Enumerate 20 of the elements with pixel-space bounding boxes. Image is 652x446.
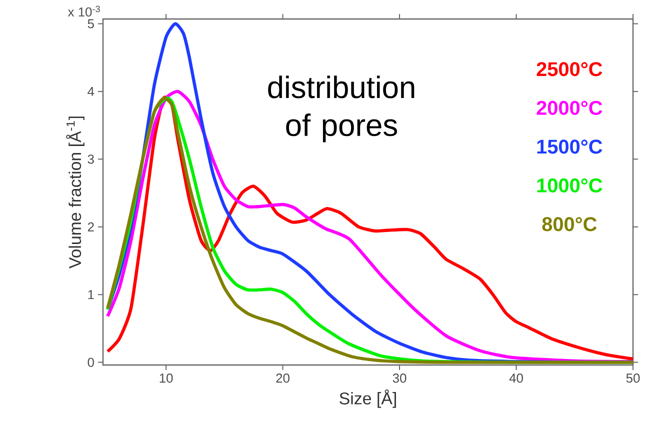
text: x 10$^{-3}$: [68, 6, 100, 17]
y-tick-label: 4: [88, 86, 94, 96]
text: 1500°C: [537, 140, 602, 154]
x-tick-label: 20: [276, 374, 290, 383]
x-tick-label: 50: [626, 374, 640, 383]
y-axis-title: Volume fraction [Å$^{-1}$]: [66, 116, 84, 269]
text: 800°C: [542, 217, 597, 232]
x-axis-title: Size [Å]: [340, 390, 396, 408]
y-tick-label: 0: [88, 358, 94, 367]
text: 1000°C: [537, 178, 602, 192]
x-tick-label: 40: [509, 374, 523, 383]
y-tick-label: 3: [88, 154, 94, 164]
y-tick-label: 2: [88, 222, 94, 232]
annotation: distribution of pores: [268, 76, 414, 142]
y-tick-label: 1: [88, 290, 94, 300]
x-tick-label: 10: [160, 374, 173, 383]
x-tick-label: 30: [392, 374, 406, 383]
y-tick-label: 5: [88, 19, 94, 28]
text: 2500°C: [536, 62, 602, 76]
text: 2000°C: [536, 100, 602, 115]
